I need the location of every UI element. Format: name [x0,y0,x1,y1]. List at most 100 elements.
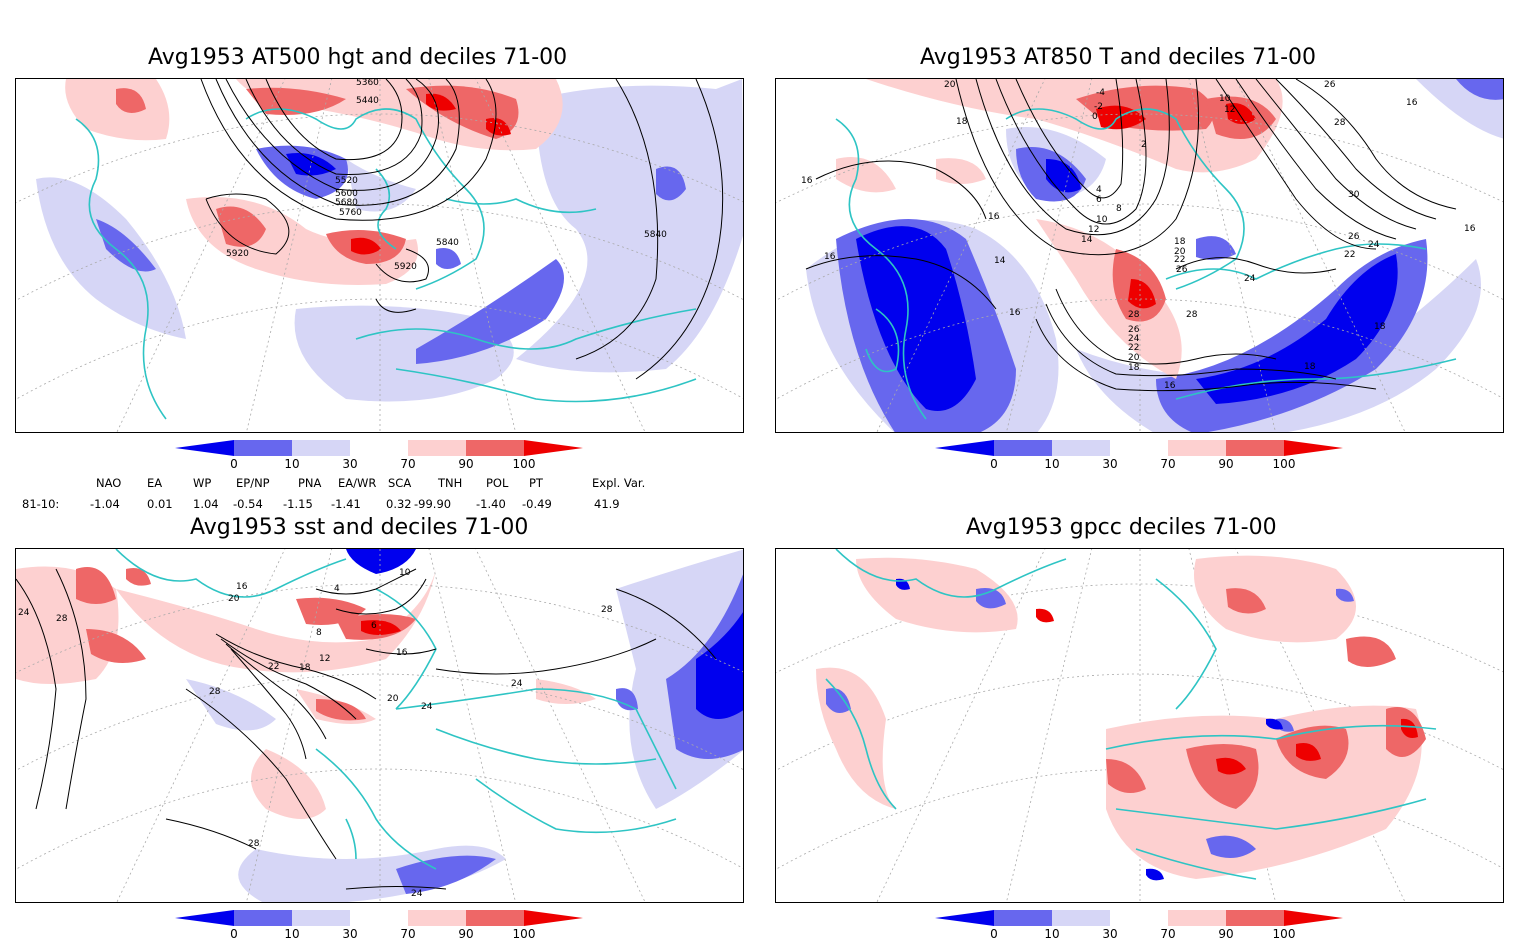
index-header-pt: PT [529,476,543,490]
svg-text:28: 28 [1128,310,1140,320]
svg-text:16: 16 [1009,308,1021,318]
colorbar-tick: 30 [342,927,358,941]
svg-text:14: 14 [1081,235,1093,245]
colorbar-tick: 10 [1044,457,1060,471]
svg-text:5600: 5600 [335,189,358,199]
svg-text:28: 28 [56,614,68,624]
svg-text:6: 6 [371,621,377,631]
svg-text:28: 28 [248,839,260,849]
colorbar-tick: 100 [512,457,536,471]
sst-decile-10-30-fill [186,549,743,902]
svg-text:24: 24 [1128,334,1140,344]
svg-text:28: 28 [209,687,221,697]
colorbar-tick: 0 [990,457,998,471]
svg-text:22: 22 [1128,343,1139,353]
panel-title-gpcc: Avg1953 gpcc deciles 71-00 [966,515,1277,540]
index-value-epnp: -0.54 [233,497,263,511]
svg-text:10: 10 [1219,94,1231,104]
svg-text:5360: 5360 [356,79,379,88]
svg-text:5920: 5920 [394,262,417,272]
map-panel-hgt500: 5360 5440 5520 5600 5680 5760 5840 5920 … [15,78,744,433]
svg-text:5680: 5680 [335,198,358,208]
svg-text:16: 16 [988,212,1000,222]
index-value-sca: 0.32 [386,497,412,511]
colorbar-tick: 90 [1218,927,1234,941]
index-header-tnh: TNH [438,476,463,490]
svg-text:20: 20 [1174,247,1186,257]
colorbar-tick: 70 [400,927,416,941]
svg-text:8: 8 [316,628,322,638]
svg-text:28: 28 [1186,310,1198,320]
temperature-contours [805,79,1457,392]
svg-text:20: 20 [387,694,399,704]
svg-text:14: 14 [994,256,1006,266]
svg-text:28: 28 [601,605,613,615]
svg-text:24: 24 [1368,240,1380,250]
svg-text:26: 26 [1128,325,1140,335]
contour-labels: 24 28 20 16 4 6 8 10 12 16 18 20 22 24 2… [18,568,613,899]
index-header-expl-var: Expl. Var. [592,476,646,490]
colorbar-tick: 0 [230,457,238,471]
colorbar-tick: 100 [512,927,536,941]
index-header-ea: EA [147,476,163,490]
svg-text:5840: 5840 [436,238,459,248]
svg-text:16: 16 [1164,381,1176,391]
colorbar-tick: 100 [1272,927,1296,941]
svg-text:16: 16 [801,176,813,186]
svg-text:10: 10 [399,568,411,578]
index-header-eawr: EA/WR [338,476,377,490]
panel-title-sst: Avg1953 sst and deciles 71-00 [190,515,529,540]
svg-text:16: 16 [1464,224,1476,234]
panel-title-t850: Avg1953 AT850 T and deciles 71-00 [920,45,1317,70]
colorbar-tick: 30 [342,457,358,471]
index-header-pol: POL [486,476,509,490]
svg-text:20: 20 [944,80,956,90]
svg-text:18: 18 [956,117,968,127]
svg-text:20: 20 [1128,353,1140,363]
svg-text:12: 12 [319,654,330,664]
svg-text:22: 22 [1344,250,1355,260]
index-header-pna: PNA [298,476,322,490]
index-value-pt: -0.49 [522,497,552,511]
gpcc-decile-below-0-fill [896,578,1283,881]
svg-text:-4: -4 [1096,88,1105,98]
svg-text:12: 12 [1088,225,1099,235]
sst-decile-above-100-fill [361,620,401,635]
colorbar-tick: 0 [990,927,998,941]
index-value-pol: -1.40 [476,497,506,511]
colorbar-t850: 0 10 30 70 90 100 [935,440,1355,480]
svg-text:22: 22 [1174,255,1185,265]
svg-text:5520: 5520 [335,176,358,186]
index-row-label: 81-10: [22,497,60,511]
index-header-sca: SCA [388,476,412,490]
panel-title-hgt500: Avg1953 AT500 hgt and deciles 71-00 [148,45,568,70]
svg-text:30: 30 [1348,190,1360,200]
sst-decile-90-100-fill [76,567,416,721]
svg-text:20: 20 [228,594,240,604]
height-contours [200,79,724,380]
coastlines [835,108,1457,420]
gpcc-decile-0-10-fill [826,588,1354,858]
svg-text:18: 18 [1304,362,1316,372]
svg-text:24: 24 [411,889,423,899]
svg-text:12: 12 [1224,105,1235,115]
index-value-wp: 1.04 [193,497,219,511]
contour-labels: 5360 5440 5520 5600 5680 5760 5840 5920 … [226,79,667,272]
svg-text:4: 4 [1096,185,1102,195]
colorbar-tick: 0 [230,927,238,941]
svg-text:4: 4 [334,584,340,594]
colorbar-gpcc: 0 10 30 70 90 100 [935,910,1355,950]
svg-text:26: 26 [1176,265,1188,275]
colorbar-tick: 30 [1102,927,1118,941]
colorbar-tick: 10 [1044,927,1060,941]
svg-text:24: 24 [1244,274,1256,284]
index-value-nao: -1.04 [90,497,120,511]
svg-text:5440: 5440 [356,96,379,106]
svg-text:16: 16 [1406,98,1418,108]
svg-text:5920: 5920 [226,249,249,259]
colorbar-sst: 0 10 30 70 90 100 [175,910,595,950]
svg-text:5840: 5840 [644,230,667,240]
svg-text:16: 16 [236,582,248,592]
svg-text:8: 8 [1116,204,1122,214]
svg-text:6: 6 [1096,195,1102,205]
